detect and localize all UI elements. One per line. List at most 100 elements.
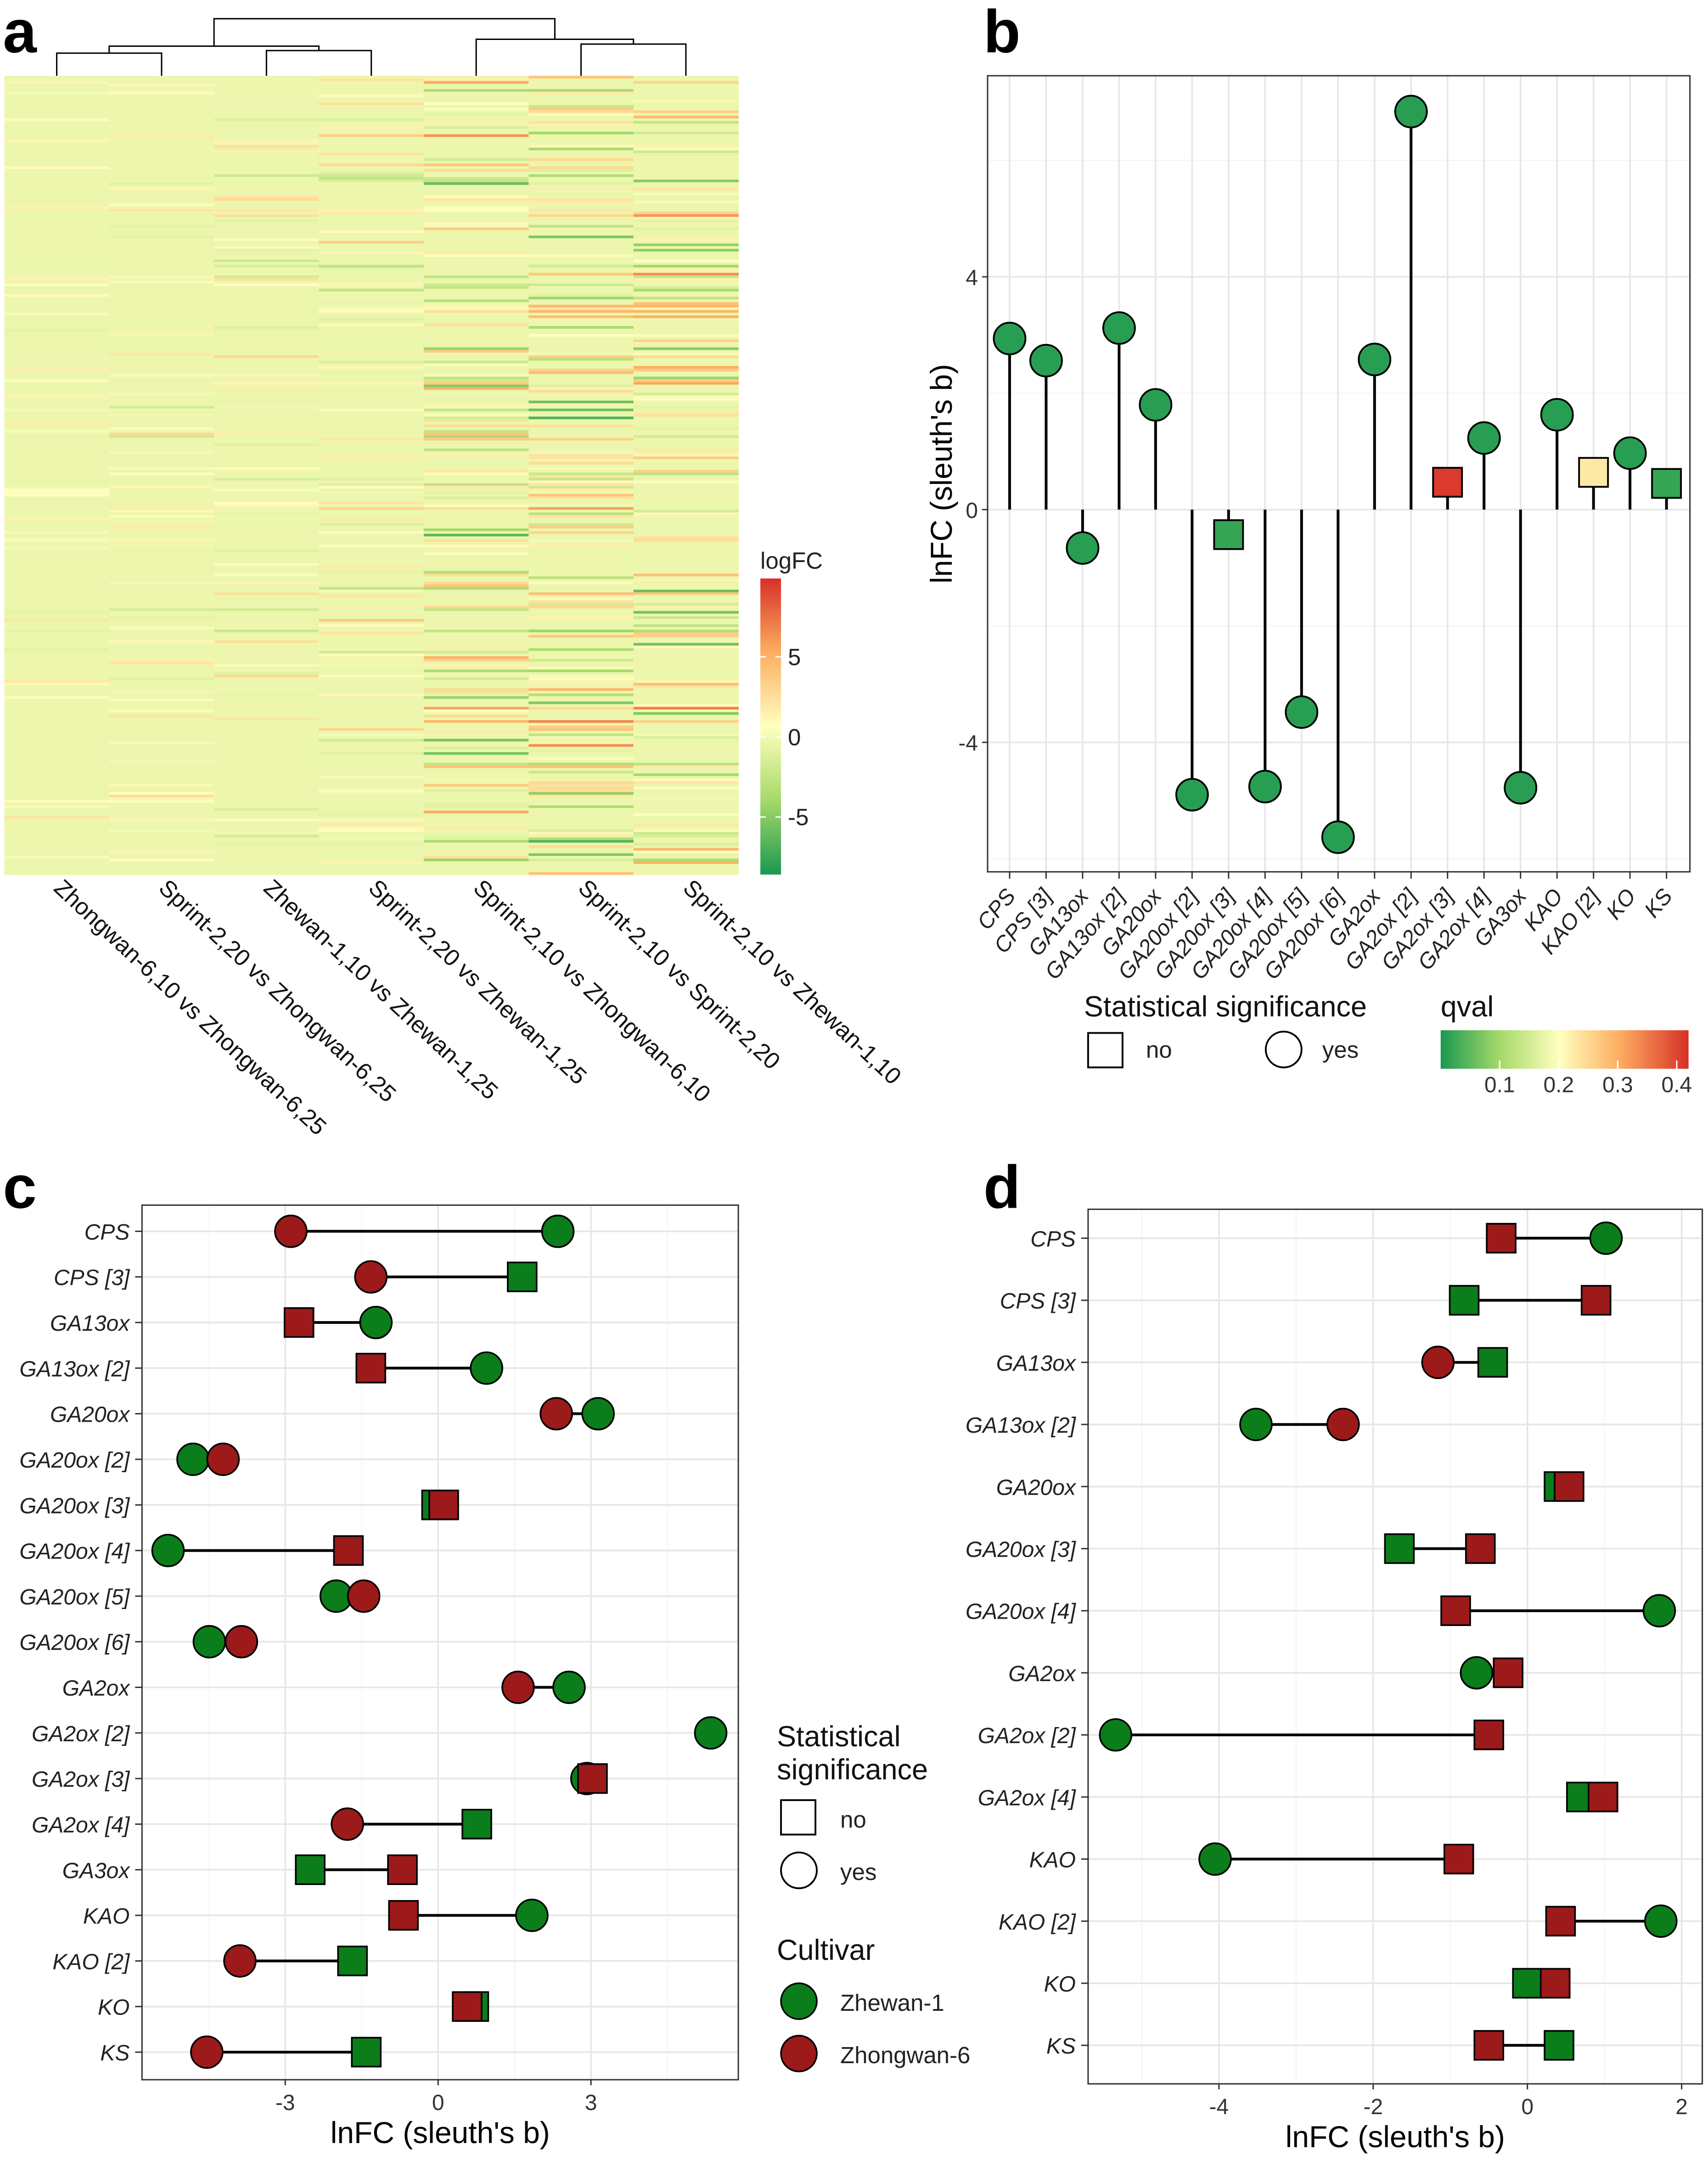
heatmap-cell xyxy=(109,225,215,228)
heatmap-cell xyxy=(633,632,739,636)
zhongwan-point-significant xyxy=(539,1397,573,1430)
heatmap-cell xyxy=(423,864,529,867)
heatmap-cell xyxy=(423,701,529,705)
heatmap-cell xyxy=(528,485,634,489)
heatmap-cell xyxy=(109,147,215,151)
zhewan-point-significant xyxy=(192,1625,226,1659)
heatmap-cell xyxy=(528,461,634,465)
heatmap-cell xyxy=(528,81,634,84)
heatmap-cell xyxy=(423,475,529,478)
heatmap-cell xyxy=(4,781,110,785)
heatmap-cell xyxy=(214,456,320,460)
heatmap-cell xyxy=(109,536,215,540)
heatmap-cell xyxy=(423,406,529,409)
heatmap-cell xyxy=(214,771,320,774)
heatmap-cell xyxy=(423,749,529,753)
heatmap-cell xyxy=(4,632,110,636)
heatmap-cell xyxy=(4,733,110,737)
heatmap-cell xyxy=(633,715,739,718)
heatmap-cell xyxy=(633,422,739,425)
heatmap-cell xyxy=(528,353,634,356)
heatmap-cell xyxy=(633,153,739,156)
heatmap-cell xyxy=(4,829,110,833)
heatmap-cell xyxy=(633,254,739,258)
heatmap-cell xyxy=(214,163,320,167)
heatmap-cell xyxy=(214,339,320,343)
heatmap-cell xyxy=(423,126,529,129)
lollipop-point-significant xyxy=(1066,531,1100,565)
heatmap-cell xyxy=(4,454,110,457)
heatmap-cell xyxy=(423,720,529,723)
heatmap-cell xyxy=(633,363,739,366)
heatmap-cell xyxy=(4,778,110,782)
heatmap-cell xyxy=(319,818,424,822)
heatmap-cell xyxy=(214,353,320,356)
heatmap-cell xyxy=(319,302,424,305)
heatmap-cell xyxy=(633,187,739,191)
heatmap-cell xyxy=(319,206,424,209)
heatmap-cell xyxy=(423,512,529,516)
heatmap-cell xyxy=(423,214,529,218)
heatmap-cell xyxy=(633,470,739,473)
heatmap-cell xyxy=(423,339,529,343)
heatmap-cell xyxy=(319,115,424,119)
heatmap-cell xyxy=(423,789,529,793)
heatmap-cell xyxy=(4,360,110,364)
heatmap-cell xyxy=(423,635,529,638)
heatmap-cell xyxy=(633,208,739,212)
heatmap-cell xyxy=(4,595,110,598)
heatmap-cell xyxy=(4,89,110,92)
heatmap-cell xyxy=(423,177,529,180)
heatmap-cell xyxy=(423,323,529,326)
y-tick-label: 0 xyxy=(966,499,978,523)
heatmap-cell xyxy=(528,464,634,468)
heatmap-cell xyxy=(214,297,320,300)
y-tick-label: GA20ox [5] xyxy=(19,1585,130,1609)
heatmap-cell xyxy=(214,198,320,202)
heatmap-cell xyxy=(319,760,424,763)
heatmap-cell xyxy=(319,174,424,178)
heatmap-cell xyxy=(4,211,110,215)
heatmap-cell xyxy=(528,243,634,247)
heatmap-cell xyxy=(423,813,529,816)
heatmap-cell xyxy=(528,664,634,668)
heatmap-cell xyxy=(214,803,320,806)
heatmap-cell xyxy=(528,813,634,816)
heatmap-cell xyxy=(214,403,320,406)
heatmap-cell xyxy=(4,214,110,218)
heatmap-cell xyxy=(528,363,634,366)
heatmap-cell xyxy=(528,158,634,162)
heatmap-cell xyxy=(319,182,424,186)
heatmap-cell xyxy=(319,523,424,526)
heatmap-cell xyxy=(4,518,110,521)
heatmap-cell xyxy=(319,281,424,284)
heatmap-cell xyxy=(633,121,739,124)
heatmap-cell xyxy=(319,259,424,263)
heatmap-cell xyxy=(4,225,110,228)
heatmap-cell xyxy=(528,315,634,319)
heatmap-cell xyxy=(109,552,215,556)
heatmap-cell xyxy=(214,281,320,284)
heatmap-cell xyxy=(319,126,424,129)
heatmap-cell xyxy=(528,227,634,231)
heatmap-cell xyxy=(214,91,320,95)
heatmap-cell xyxy=(528,675,634,678)
heatmap-cell xyxy=(633,720,739,723)
heatmap-cell xyxy=(109,581,215,585)
heatmap-cell xyxy=(319,393,424,396)
heatmap-cell xyxy=(214,248,320,252)
heatmap-cell xyxy=(319,390,424,393)
heatmap-cell xyxy=(214,137,320,141)
heatmap-cell xyxy=(109,736,215,739)
heatmap-cell xyxy=(4,251,110,255)
heatmap-cell xyxy=(109,171,215,175)
zhewan-point-significant xyxy=(515,1898,549,1932)
heatmap-cell xyxy=(319,547,424,551)
heatmap-cell xyxy=(214,97,320,101)
heatmap-cell xyxy=(4,470,110,473)
heatmap-cell xyxy=(528,645,634,649)
heatmap-cell xyxy=(319,124,424,127)
heatmap-cell xyxy=(109,195,215,199)
heatmap-cell xyxy=(528,350,634,353)
heatmap-cell xyxy=(109,728,215,732)
